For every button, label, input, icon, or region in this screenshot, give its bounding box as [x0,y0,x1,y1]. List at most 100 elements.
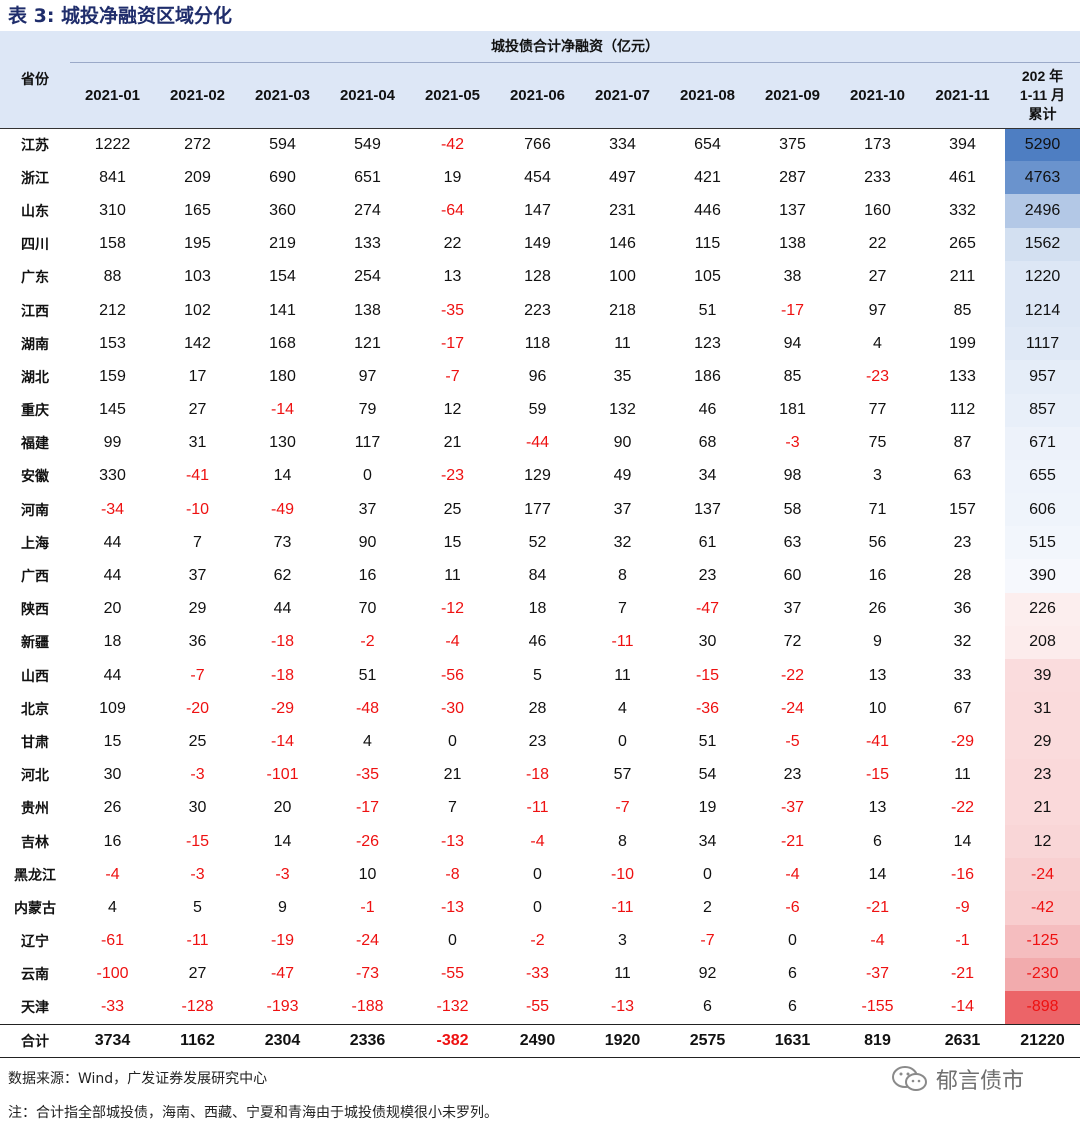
value-cell: -3 [275,865,290,883]
cumulative-cell: -42 [1005,891,1080,925]
cumulative-cell: 21 [1005,791,1080,825]
value-cell: 14 [273,467,292,485]
table-row: 甘肃 15 25 -14 4 0 23 0 51 -5 -41 -29 29 [0,725,1080,759]
value-cell: -15 [865,766,890,784]
value-cell: 49 [613,467,632,485]
value-cell: 75 [868,434,887,452]
value-cell: 23 [783,766,802,784]
value-cell: 11 [614,334,631,352]
value-cell: 177 [524,500,551,518]
value-cell: -33 [525,965,550,983]
wechat-icon [892,1066,927,1091]
value-cell: -7 [190,666,205,684]
value-cell: 16 [103,832,122,850]
value-cell: 5 [193,898,202,916]
cumulative-cell: 1214 [1005,293,1080,328]
value-cell: -2 [360,633,375,651]
value-cell: 109 [99,699,126,717]
watermark: 郁言债市 [890,1063,1024,1095]
value-cell: 137 [694,500,721,518]
value-cell: 30 [698,633,717,651]
month-header: 2021-01 [70,62,155,129]
total-label: 合计 [0,1023,70,1058]
value-cell: -24 [780,699,805,717]
value-cell: 421 [694,168,721,186]
value-cell: 25 [443,500,462,518]
province-cell: 上海 [21,535,49,552]
value-cell: 690 [269,168,296,186]
value-cell: 212 [99,301,126,319]
value-cell: 17 [188,367,207,385]
value-cell: 1222 [94,135,131,153]
watermark-text: 郁言债市 [936,1069,1025,1094]
value-cell: 0 [448,932,457,950]
cumulative-cell: 1220 [1005,260,1080,294]
value-cell: 51 [358,666,377,684]
value-cell: 142 [184,334,211,352]
value-cell: 180 [269,367,296,385]
value-cell: 133 [949,367,976,385]
value-cell: 23 [698,567,717,585]
value-cell: 30 [188,799,207,817]
value-cell: 651 [354,168,381,186]
value-cell: 32 [613,533,632,551]
value-cell: -42 [440,135,465,153]
value-cell: 28 [953,567,972,585]
value-cell: 117 [354,434,381,452]
value-cell: -11 [526,799,549,817]
value-cell: 54 [698,766,717,784]
value-cell: 51 [698,301,717,319]
value-cell: -37 [780,799,805,817]
cumulative-cell: 1562 [1005,227,1080,261]
value-cell: -17 [440,334,465,352]
value-cell: -55 [440,965,465,983]
value-cell: 141 [269,301,296,319]
value-cell: 8 [618,567,627,585]
value-cell: 115 [694,235,721,253]
value-cell: 3 [873,467,882,485]
value-cell: -55 [525,998,550,1016]
table-row: 广西 44 37 62 16 11 84 8 23 60 16 28 390 [0,559,1080,593]
table-row: 四川 158 195 219 133 22 149 146 115 138 22 265 1562 [0,227,1080,261]
province-cell: 江西 [21,303,49,320]
table-row: 浙江 841 209 690 651 19 454 497 421 287 233 461 4763 [0,161,1080,195]
value-cell: 7 [618,600,627,618]
value-cell: -18 [525,766,550,784]
province-cell: 重庆 [21,403,49,420]
value-cell: 46 [698,401,717,419]
value-cell: 96 [528,367,547,385]
month-header: 2021-06 [495,62,580,129]
cumulative-header-line: 202 年 [1021,67,1064,84]
value-cell: 18 [103,633,122,651]
value-cell: 0 [448,732,457,750]
value-cell: 73 [273,533,292,551]
month-header: 2021-04 [325,62,410,129]
value-cell: 34 [698,832,717,850]
province-cell: 河南 [21,502,49,519]
value-cell: 6 [703,998,712,1016]
value-cell: 461 [949,168,976,186]
value-cell: -41 [865,732,890,750]
value-cell: -15 [695,666,720,684]
province-cell: 湖北 [21,369,49,386]
value-cell: -101 [266,766,299,784]
table-row: 江西 212 102 141 138 -35 223 218 51 -17 97 85 1214 [0,293,1080,328]
value-cell: 11 [614,965,631,983]
value-cell: -2 [530,932,545,950]
table-row: 安徽 330 -41 14 0 -23 129 49 34 98 3 63 655 [0,459,1080,494]
value-cell: 37 [188,567,207,585]
value-cell: 173 [864,135,891,153]
value-cell: 360 [269,201,296,219]
table-row: 上海 44 7 73 90 15 52 32 61 63 56 23 515 [0,526,1080,560]
province-cell: 安徽 [21,469,49,486]
value-cell: 123 [694,334,721,352]
value-cell: 3 [618,932,627,950]
value-cell: 10 [868,699,887,717]
value-cell: -33 [100,998,125,1016]
value-cell: -13 [440,898,465,916]
value-cell: 165 [184,201,211,219]
value-cell: -10 [185,500,210,518]
value-cell: 4 [363,732,372,750]
value-cell: 19 [698,799,717,817]
value-cell: -73 [355,965,380,983]
